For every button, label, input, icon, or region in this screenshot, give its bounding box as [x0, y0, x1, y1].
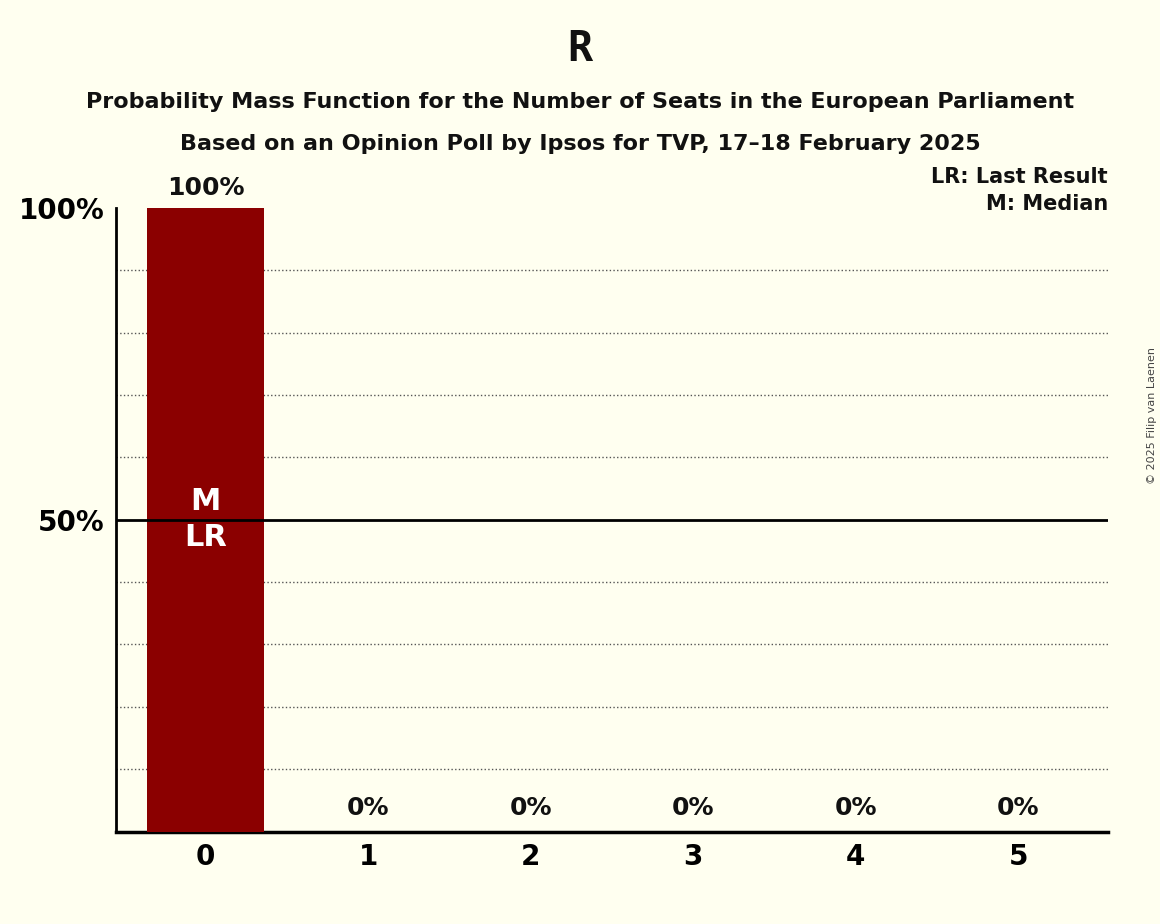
Text: R: R [567, 28, 593, 69]
Text: 100%: 100% [167, 176, 244, 201]
Bar [147, 208, 264, 832]
Text: © 2025 Filip van Laenen: © 2025 Filip van Laenen [1147, 347, 1157, 484]
Text: LR: Last Result: LR: Last Result [931, 167, 1108, 188]
Text: 0%: 0% [672, 796, 715, 821]
Text: M: Median: M: Median [986, 194, 1108, 214]
Text: 0%: 0% [834, 796, 877, 821]
Text: Probability Mass Function for the Number of Seats in the European Parliament: Probability Mass Function for the Number… [86, 92, 1074, 113]
Text: Based on an Opinion Poll by Ipsos for TVP, 17–18 February 2025: Based on an Opinion Poll by Ipsos for TV… [180, 134, 980, 154]
Text: 0%: 0% [998, 796, 1039, 821]
Text: M
LR: M LR [184, 487, 227, 553]
Text: 0%: 0% [347, 796, 390, 821]
Text: 0%: 0% [509, 796, 552, 821]
